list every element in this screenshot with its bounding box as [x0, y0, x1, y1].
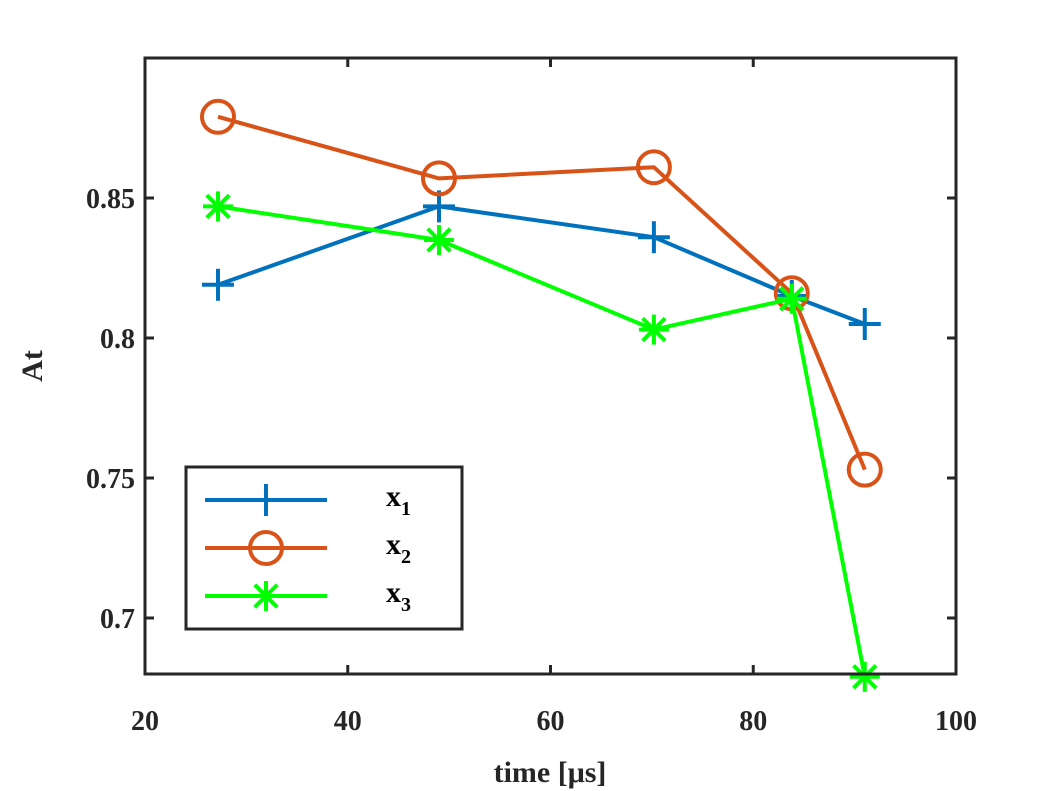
legend-entry-x3: x3	[205, 576, 411, 616]
data-point-x2	[635, 149, 672, 186]
data-point-x3	[423, 225, 454, 255]
tick-labels: 20 40 60 80 100 0.7 0.75 0.8 0.85	[86, 184, 977, 737]
y-tick-label: 0.85	[86, 184, 135, 215]
legend-marker-x1	[250, 484, 282, 516]
legend-label-sub: 2	[401, 546, 411, 568]
data-point-x1	[848, 308, 881, 340]
data-point-x3	[638, 314, 669, 345]
legend-label-sub: 1	[401, 498, 411, 520]
x-tick-label: 40	[334, 706, 362, 737]
x-axis-label: time [μs]	[494, 756, 607, 789]
data-point-x2	[199, 98, 236, 135]
legend-label-x2: x2	[386, 528, 411, 568]
data-point-x2	[846, 451, 883, 488]
series-line-x2	[217, 114, 867, 471]
legend-entry-x1: x1	[205, 480, 411, 520]
legend-label-sub: 3	[401, 594, 411, 616]
y-tick-label: 0.75	[86, 464, 135, 495]
series-layer	[199, 98, 883, 692]
legend-label-main: x	[386, 480, 401, 513]
data-point-x3	[776, 283, 807, 314]
y-axis-label: At	[16, 350, 49, 382]
legend-marker-x3	[251, 581, 281, 611]
y-tick-label: 0.7	[100, 604, 135, 635]
data-point-x1	[637, 221, 670, 254]
data-point-x3	[202, 191, 233, 222]
series-x3	[202, 191, 880, 692]
data-point-x1	[201, 268, 234, 301]
data-point-x2	[420, 160, 457, 197]
x-tick-label: 80	[739, 706, 767, 737]
x-tick-label: 60	[537, 706, 565, 737]
legend-marker-x2	[248, 530, 284, 566]
legend-entry-x2: x2	[205, 528, 411, 568]
legend-label-x1: x1	[386, 480, 411, 520]
legend-label-x3: x3	[386, 576, 411, 616]
ticks-layer	[143, 58, 958, 674]
y-tick-label: 0.8	[100, 324, 135, 355]
legend-label-main: x	[386, 576, 401, 609]
x-tick-label: 100	[935, 706, 977, 737]
data-point-x3	[849, 661, 880, 692]
legend-label-main: x	[386, 528, 401, 561]
x-tick-label: 20	[131, 706, 159, 737]
